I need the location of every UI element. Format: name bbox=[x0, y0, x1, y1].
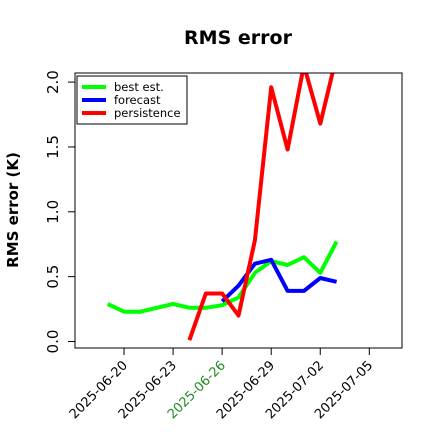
series-layer bbox=[106, 73, 339, 341]
plot-frame bbox=[74, 72, 403, 349]
legend-label-forecast: forecast bbox=[114, 93, 161, 107]
x-axis: 2025-06-202025-06-232025-06-262025-06-29… bbox=[67, 348, 376, 422]
chart-title: RMS error bbox=[184, 27, 293, 49]
legend-label-best-est: best est. bbox=[114, 80, 164, 94]
y-tick-label-0: 0.0 bbox=[44, 330, 62, 354]
series-line-best-est bbox=[106, 240, 339, 314]
y-axis: 0.0 0.5 1.0 1.5 2.0 bbox=[44, 70, 75, 353]
legend-label-persistence: persistence bbox=[114, 106, 181, 120]
series-line-forecast bbox=[220, 257, 338, 303]
series-line-persistence bbox=[187, 73, 335, 341]
y-tick-label-3: 1.5 bbox=[44, 135, 62, 159]
y-tick-label-4: 2.0 bbox=[44, 70, 62, 94]
y-tick-label-2: 1.0 bbox=[44, 200, 62, 224]
y-axis-label: RMS error (K) bbox=[4, 152, 22, 268]
y-tick-label-1: 0.5 bbox=[44, 265, 62, 289]
